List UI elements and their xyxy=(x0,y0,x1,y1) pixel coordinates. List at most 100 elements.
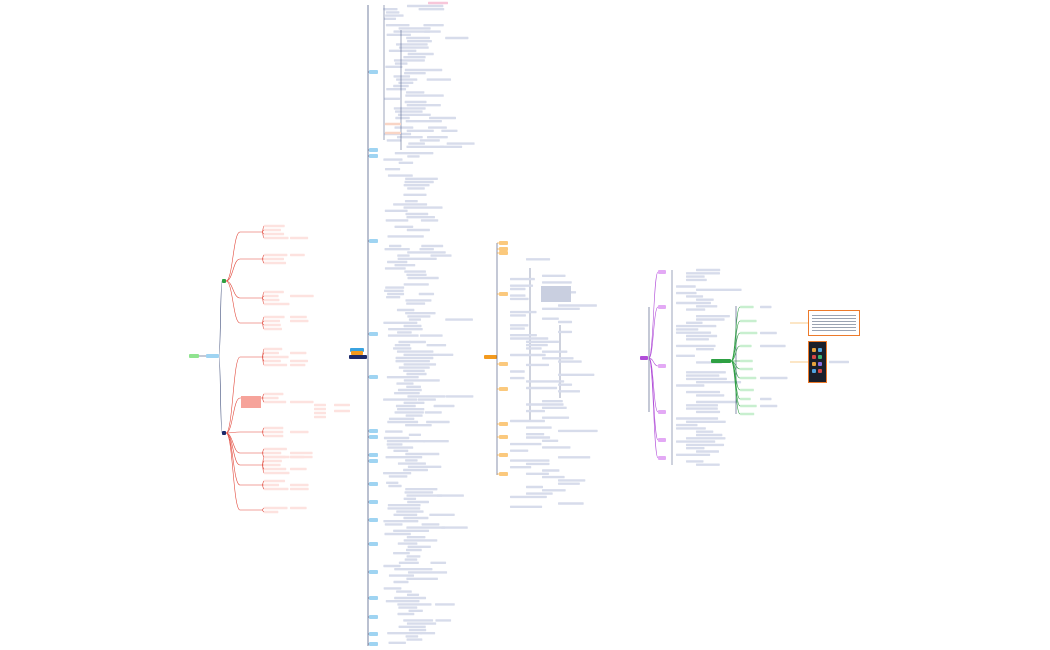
orange-leaf-node xyxy=(510,314,526,317)
purple-leaf-node xyxy=(696,318,725,321)
center-leaf-node xyxy=(386,481,399,484)
center-leaf-node xyxy=(404,200,418,203)
purple-leaf-node xyxy=(676,291,697,295)
green-leaf-node xyxy=(740,359,753,363)
center-leaf-node xyxy=(384,523,403,526)
branch-connector xyxy=(730,345,741,362)
center-leaf-node xyxy=(386,376,419,379)
center-leaf-node xyxy=(394,392,420,395)
branch-connector xyxy=(225,258,241,282)
center-leaf-node xyxy=(404,100,427,104)
red-leaf-node xyxy=(264,298,280,302)
orange-leaf-node xyxy=(542,469,560,472)
red-leaf-node xyxy=(290,451,313,455)
center-leaf-node xyxy=(385,600,420,603)
center-leaf-node xyxy=(406,536,426,539)
branch-connector xyxy=(261,254,265,260)
branch-connector xyxy=(648,271,659,359)
center-leaf-node xyxy=(384,532,411,536)
orange-leaf-node xyxy=(558,502,584,505)
purple-leaf-node xyxy=(686,371,726,374)
red-leaf-node xyxy=(264,430,284,434)
purple-leaf-node xyxy=(686,334,718,338)
center-leaf-node xyxy=(420,632,436,635)
branch-connector xyxy=(225,431,241,434)
orange-branch-node xyxy=(499,292,508,296)
purple-leaf-node xyxy=(686,321,703,324)
green-leaf-node xyxy=(760,376,788,380)
center-leaf-node xyxy=(398,161,414,164)
red-leaf-node xyxy=(264,355,289,359)
center-leaf-node xyxy=(405,299,432,302)
purple-leaf-node xyxy=(676,384,705,387)
branch-connector xyxy=(218,355,223,434)
center-leaf-node xyxy=(387,420,419,424)
orange-leaf-node xyxy=(526,462,550,466)
orange-leaf-node xyxy=(558,373,595,376)
orange-leaf-node xyxy=(510,466,532,469)
center-leaf-node xyxy=(393,513,418,516)
center-leaf-node xyxy=(407,395,446,398)
green-leaf-node xyxy=(740,344,752,348)
center-leaf-node xyxy=(406,273,427,276)
left-root-node xyxy=(189,354,199,358)
purple-leaf-node xyxy=(686,443,725,447)
orange-leaf-node xyxy=(510,324,529,327)
center-leaf-node xyxy=(406,526,446,529)
phone-screenshot-icon xyxy=(808,341,827,383)
purple-leaf-node xyxy=(686,447,705,450)
center-leaf-node xyxy=(397,408,425,411)
orange-leaf-node xyxy=(542,446,571,449)
center-leaf-node xyxy=(406,302,426,305)
orange-leaf-node xyxy=(558,429,598,433)
purple-root-node xyxy=(640,356,648,360)
center-leaf-node xyxy=(407,187,425,190)
center-leaf-node xyxy=(445,318,473,321)
center-leaf-node xyxy=(384,289,404,292)
center-leaf-node xyxy=(393,347,412,350)
center-leaf-node xyxy=(426,420,450,424)
center-leaf-node xyxy=(405,459,418,462)
green-leaf-node xyxy=(760,404,778,408)
center-leaf-node xyxy=(397,257,437,260)
center-branch-node xyxy=(369,375,378,379)
center-leaf-node xyxy=(397,612,415,616)
center-leaf-node xyxy=(406,104,441,107)
center-leaf-node xyxy=(385,456,423,459)
center-leaf-node xyxy=(387,504,421,507)
center-leaf-node xyxy=(405,120,442,123)
purple-leaf-node xyxy=(696,430,714,433)
orange-leaf-node xyxy=(558,383,573,386)
red-leaf-node xyxy=(264,467,287,471)
green-leaf-node xyxy=(740,376,757,380)
center-leaf-node xyxy=(395,116,410,120)
center-leaf-node xyxy=(388,641,406,644)
purple-leaf-node xyxy=(686,407,718,410)
center-leaf-node xyxy=(394,264,416,267)
purple-leaf-node xyxy=(686,390,721,394)
purple-leaf-node xyxy=(696,400,739,404)
red-leaf-node xyxy=(314,403,326,407)
center-leaf-node xyxy=(406,622,437,625)
center-leaf-node xyxy=(393,75,411,78)
center-leaf-node xyxy=(445,36,469,40)
center-leaf-node xyxy=(407,571,448,574)
orange-leaf-node xyxy=(510,353,546,357)
red-leaf-node xyxy=(264,426,284,430)
orange-leaf-node xyxy=(542,439,559,442)
center-branch-node xyxy=(369,148,378,152)
left-subtopic xyxy=(222,279,226,283)
branch-connector xyxy=(261,452,265,458)
center-leaf-node xyxy=(394,126,414,129)
red-leaf-node xyxy=(264,471,290,475)
orange-leaf-node xyxy=(542,274,566,277)
center-leaf-node xyxy=(433,404,455,408)
orange-leaf-node xyxy=(558,330,573,334)
orange-branch-node xyxy=(499,241,508,245)
orange-leaf-node xyxy=(542,350,568,353)
center-peach-leaf xyxy=(385,131,401,135)
purple-leaf-node xyxy=(676,331,712,334)
purple-leaf-node xyxy=(686,437,726,440)
center-leaf-node xyxy=(408,609,423,612)
center-topic-orange xyxy=(351,351,363,355)
